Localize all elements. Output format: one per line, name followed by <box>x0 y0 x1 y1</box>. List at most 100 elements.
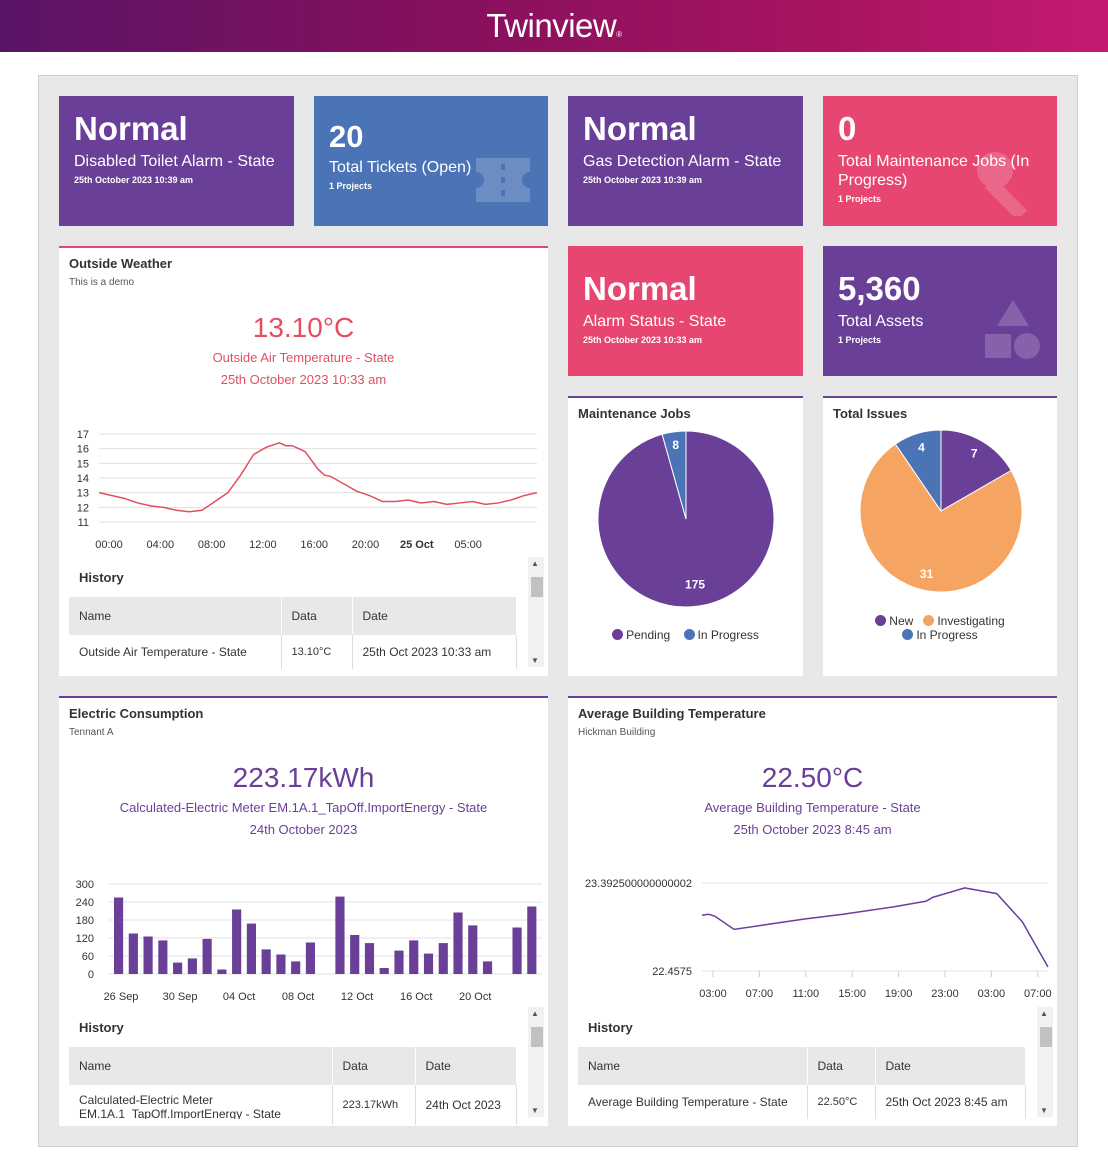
tile-subtext: 1 Projects <box>329 181 373 191</box>
x-tick-label: 07:00 <box>1024 988 1052 1000</box>
history-title: History <box>79 1020 124 1035</box>
average-building-temperature-panel: Average Building Temperature Hickman Bui… <box>568 696 1057 1126</box>
bar <box>114 897 124 974</box>
scroll-thumb[interactable] <box>531 1027 543 1047</box>
tile-value: Normal <box>583 110 697 147</box>
scroll-up-icon[interactable]: ▲ <box>1040 1009 1048 1018</box>
cell-name: Outside Air Temperature - State <box>69 635 282 669</box>
cell-date: 25th Oct 2023 8:45 am <box>875 1085 1026 1119</box>
bar <box>482 961 493 974</box>
scroll-thumb[interactable] <box>1040 1027 1052 1047</box>
y-tick-label: 300 <box>76 879 94 891</box>
bar <box>187 958 197 974</box>
legend-pending[interactable]: Pending <box>612 628 670 642</box>
bar <box>158 940 168 974</box>
scroll-down-icon[interactable]: ▼ <box>531 656 539 665</box>
maintenance-jobs-panel: Maintenance Jobs 175 8 Pending In Progres… <box>568 396 803 676</box>
legend-in-progress[interactable]: In Progress <box>902 628 978 642</box>
panel-subtitle: Tennant A <box>69 727 114 738</box>
wrench-icon <box>977 152 1028 216</box>
col-data[interactable]: Data <box>281 597 353 635</box>
history-scrollbar[interactable]: ▲ ▼ <box>528 557 544 667</box>
y-tick-label: 16 <box>77 444 89 456</box>
x-tick-label: 07:00 <box>746 988 774 1000</box>
y-tick-label: 180 <box>76 915 94 927</box>
tile-gas-detection-alarm[interactable]: Normal Gas Detection Alarm - State 25th … <box>568 96 803 226</box>
scroll-up-icon[interactable]: ▲ <box>531 559 539 568</box>
x-tick-label: 08 Oct <box>282 991 314 1003</box>
cell-data: 223.17kWh <box>332 1085 416 1125</box>
tile-subtext: 1 Projects <box>838 335 882 345</box>
table-header-row: Name Data Date <box>69 597 517 635</box>
legend-in-progress[interactable]: In Progress <box>683 628 759 642</box>
bar <box>468 925 478 974</box>
tile-disabled-toilet-alarm[interactable]: Normal Disabled Toilet Alarm - State 25t… <box>59 96 294 226</box>
y-tick-label: 23.392500000000002 <box>585 878 692 890</box>
tile-value: 0 <box>838 110 857 147</box>
electric-description: Calculated-Electric Meter EM.1A.1_TapOff… <box>119 800 488 815</box>
legend-new[interactable]: New <box>875 614 913 628</box>
x-tick-label: 04:00 <box>147 539 175 551</box>
weather-description: Outside Air Temperature - State <box>212 350 395 365</box>
bar <box>394 950 404 974</box>
pie-slice-investigating <box>859 443 1023 593</box>
table-row[interactable]: Calculated-Electric Meter EM.1A.1_TapOff… <box>69 1085 517 1125</box>
history-table: Name Data Date Outside Air Temperature -… <box>69 597 517 669</box>
tile-label: Gas Detection Alarm - State <box>583 153 782 170</box>
tile-total-tickets[interactable]: 20 Total Tickets (Open) 1 Projects <box>314 96 548 226</box>
legend-investigating[interactable]: Investigating <box>923 614 1005 628</box>
electric-value: 223.17kWh <box>232 762 375 793</box>
col-name[interactable]: Name <box>69 597 282 635</box>
tile-alarm-status[interactable]: Normal Alarm Status - State 25th October… <box>568 246 803 376</box>
tile-timestamp: 25th October 2023 10:33 am <box>583 335 703 345</box>
bar <box>409 940 419 974</box>
electric-bar-chart: 0 60 120 180 240 300 26 Sep 30 Sep 04 Oct 08 Oct 1… <box>76 879 542 1003</box>
twinview-logo[interactable]: Twinview® <box>486 7 622 44</box>
history-scrollbar[interactable]: ▲ ▼ <box>528 1007 544 1117</box>
pie-data-label: 175 <box>685 577 705 591</box>
tile-value: 5,360 <box>838 270 921 307</box>
bar <box>291 961 301 974</box>
cell-date: 24th Oct 2023 <box>415 1085 517 1125</box>
panel-title: Total Issues <box>833 406 908 421</box>
col-data[interactable]: Data <box>332 1047 416 1085</box>
tile-total-assets[interactable]: 5,360 Total Assets 1 Projects <box>823 246 1057 376</box>
col-data[interactable]: Data <box>807 1047 876 1085</box>
col-date[interactable]: Date <box>352 597 517 635</box>
cell-name: Calculated-Electric Meter EM.1A.1_TapOff… <box>69 1085 333 1125</box>
tile-maintenance-jobs-in-progress[interactable]: 0 Total Maintenance Jobs (In Progress) 1… <box>823 96 1057 226</box>
weather-date: 25th October 2023 10:33 am <box>220 372 387 387</box>
issues-pie-chart: 7 31 4 <box>859 429 1023 593</box>
history-scrollbar[interactable]: ▲ ▼ <box>1037 1007 1053 1117</box>
table-row[interactable]: Average Building Temperature - State 22.… <box>578 1085 1026 1119</box>
x-tick-label: 04 Oct <box>223 991 255 1003</box>
x-tick-label: 03:00 <box>978 988 1006 1000</box>
avg-temp-date: 25th October 2023 8:45 am <box>733 822 892 837</box>
tile-value: Normal <box>583 270 697 307</box>
total-issues-panel: Total Issues 7 31 4 New Investigating In P… <box>823 396 1057 676</box>
pie-data-label: 7 <box>971 446 978 460</box>
scroll-down-icon[interactable]: ▼ <box>531 1106 539 1115</box>
col-date[interactable]: Date <box>415 1047 517 1085</box>
bar <box>173 962 183 974</box>
x-tick-label: 11:00 <box>792 988 819 1000</box>
x-tick-label: 15:00 <box>838 988 866 1000</box>
history-table: Name Data Date Calculated-Electric Meter… <box>69 1047 517 1125</box>
bar <box>128 933 138 974</box>
col-date[interactable]: Date <box>875 1047 1026 1085</box>
bar <box>261 949 271 974</box>
scroll-down-icon[interactable]: ▼ <box>1040 1106 1048 1115</box>
y-tick-label: 240 <box>76 897 94 909</box>
col-name[interactable]: Name <box>69 1047 333 1085</box>
scroll-thumb[interactable] <box>531 577 543 597</box>
col-name[interactable]: Name <box>578 1047 808 1085</box>
bar <box>143 936 153 974</box>
table-row[interactable]: Outside Air Temperature - State 13.10°C … <box>69 635 517 669</box>
bar <box>246 923 256 974</box>
x-tick-label: 26 Sep <box>104 991 139 1003</box>
x-tick-label: 16 Oct <box>400 991 432 1003</box>
panel-title: Electric Consumption <box>69 706 204 721</box>
scroll-up-icon[interactable]: ▲ <box>531 1009 539 1018</box>
bar <box>453 912 463 974</box>
